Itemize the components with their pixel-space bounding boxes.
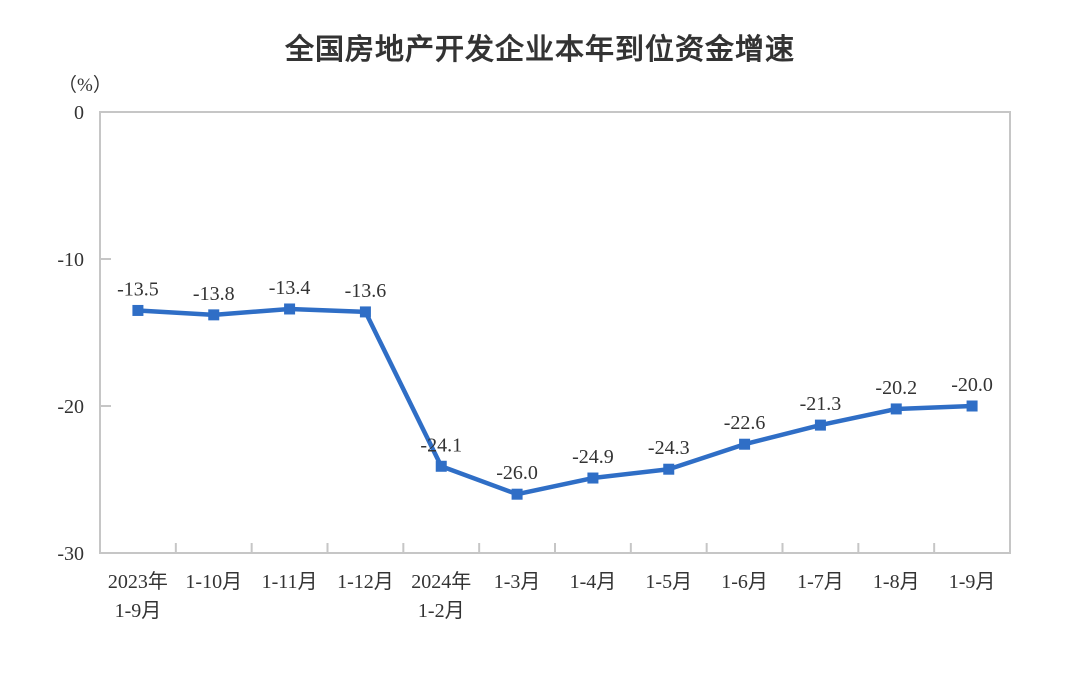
x-axis-label: 1-3月: [494, 571, 541, 593]
data-point-marker: [208, 309, 220, 321]
x-axis-label: 1-6月: [721, 571, 768, 593]
data-point-label: -20.2: [875, 377, 917, 399]
data-point-marker: [739, 438, 751, 450]
data-point-marker: [435, 460, 447, 472]
data-point-label: -13.6: [345, 280, 387, 302]
x-axis-label: 1-9月: [949, 571, 996, 593]
data-point-label: -24.1: [420, 434, 462, 456]
data-point-marker: [663, 463, 675, 475]
data-point-label: -13.8: [193, 283, 235, 305]
data-point-marker: [966, 400, 978, 412]
y-axis-tick-label: -10: [57, 249, 84, 271]
y-axis-tick-label: -20: [57, 396, 84, 418]
data-point-label: -13.5: [117, 278, 159, 300]
data-point-label: -13.4: [269, 277, 311, 299]
x-axis-label: 1-5月: [645, 571, 692, 593]
data-point-marker: [511, 488, 523, 500]
y-axis-tick-label: -30: [57, 543, 84, 565]
data-point-marker: [284, 303, 296, 315]
y-axis-unit-label: （%）: [58, 75, 112, 96]
x-axis-label: 1-7月: [797, 571, 844, 593]
data-point-marker: [890, 403, 902, 415]
x-axis-label: 2023年 1-9月: [108, 570, 168, 622]
data-line: [135, 306, 975, 497]
data-point-label: -21.3: [800, 393, 842, 415]
data-point-marker: [359, 306, 371, 318]
x-axis-label: 1-8月: [873, 571, 920, 593]
x-axis-label: 1-4月: [570, 571, 617, 593]
x-axis-label: 1-11月: [262, 571, 318, 593]
data-point-label: -26.0: [496, 462, 538, 484]
data-point-marker: [587, 472, 599, 484]
data-point-label: -24.3: [648, 437, 690, 459]
x-axis-label: 1-10月: [185, 571, 242, 593]
data-point-label: -20.0: [951, 374, 993, 396]
x-axis-label: 2024年 1-2月: [411, 570, 471, 622]
y-axis-tick-label: 0: [74, 102, 84, 124]
x-axis-label: 1-12月: [337, 571, 394, 593]
data-point-marker: [132, 304, 144, 316]
data-point-marker: [814, 419, 826, 431]
data-point-label: -22.6: [724, 412, 766, 434]
chart-title: 全国房地产开发企业本年到位资金增速: [284, 34, 795, 66]
data-point-label: -24.9: [572, 446, 614, 468]
